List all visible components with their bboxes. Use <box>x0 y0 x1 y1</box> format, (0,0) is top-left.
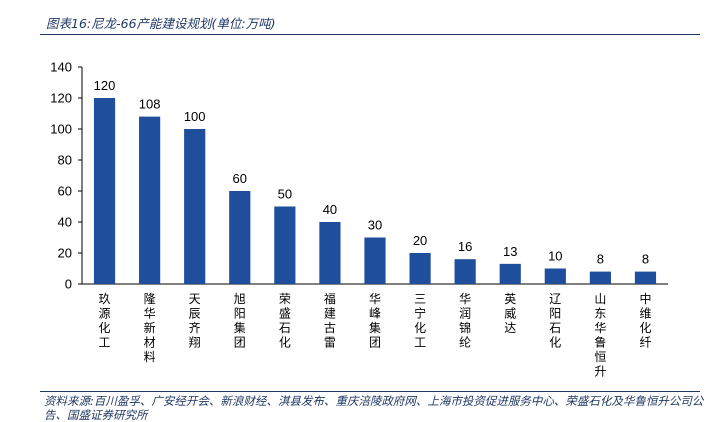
data-label: 50 <box>278 187 292 202</box>
figure-caption: 图表16:尼龙-66产能建设规划(单位:万吨) <box>46 16 276 31</box>
bar <box>499 263 521 284</box>
data-label: 30 <box>368 218 382 233</box>
category-label: 山东华鲁恒升 <box>594 292 606 379</box>
y-tick-label: 20 <box>58 246 72 261</box>
category-label: 隆华新材料 <box>144 291 156 364</box>
category-label: 华峰集团 <box>369 292 381 350</box>
bar <box>184 129 206 284</box>
data-label: 13 <box>503 244 517 259</box>
category-label: 荣盛石化 <box>279 292 291 350</box>
y-tick-label: 0 <box>65 277 72 292</box>
bar <box>364 237 386 284</box>
bar <box>544 268 566 284</box>
data-label: 8 <box>597 252 604 267</box>
bar <box>409 253 431 284</box>
data-label: 16 <box>458 239 472 254</box>
bottom-rule <box>40 391 700 392</box>
y-tick-label: 120 <box>50 91 72 106</box>
category-label: 辽阳石化 <box>549 292 561 350</box>
data-label: 108 <box>139 97 161 112</box>
bar <box>454 259 476 284</box>
y-tick-label: 60 <box>58 184 72 199</box>
category-label: 福建古雷 <box>324 291 336 350</box>
category-label: 天辰齐翔 <box>189 292 201 350</box>
category-label: 三宁化工 <box>414 292 426 350</box>
y-tick-label: 100 <box>50 122 72 137</box>
source-note: 资料来源:百川盈孚、广安经开会、新浪财经、淇县发布、重庆涪陵政府网、上海市投资促… <box>44 394 704 422</box>
data-label: 120 <box>94 78 116 93</box>
bar <box>589 271 611 284</box>
category-label: 英威达 <box>504 292 516 335</box>
top-rule <box>40 34 700 35</box>
data-label: 10 <box>548 249 562 264</box>
y-tick-label: 140 <box>50 60 72 75</box>
bar-chart: 020406080100120140120玖源化工108隆华新材料100天辰齐翔… <box>50 60 668 379</box>
data-label: 20 <box>413 233 427 248</box>
category-label: 中维化纤 <box>639 291 651 350</box>
data-label: 60 <box>233 171 247 186</box>
data-label: 40 <box>323 202 337 217</box>
y-tick-label: 80 <box>58 153 72 168</box>
bar <box>139 116 161 284</box>
bar <box>634 271 657 284</box>
category-label: 玖源化工 <box>99 292 111 350</box>
y-tick-label: 40 <box>58 215 72 230</box>
data-label: 100 <box>184 109 206 124</box>
bar <box>93 98 116 284</box>
bar <box>229 191 251 284</box>
category-label: 旭阳集团 <box>234 292 246 350</box>
category-label: 华润锦纶 <box>459 292 471 350</box>
bar <box>319 222 341 284</box>
data-label: 8 <box>642 252 649 267</box>
bar <box>274 206 296 284</box>
